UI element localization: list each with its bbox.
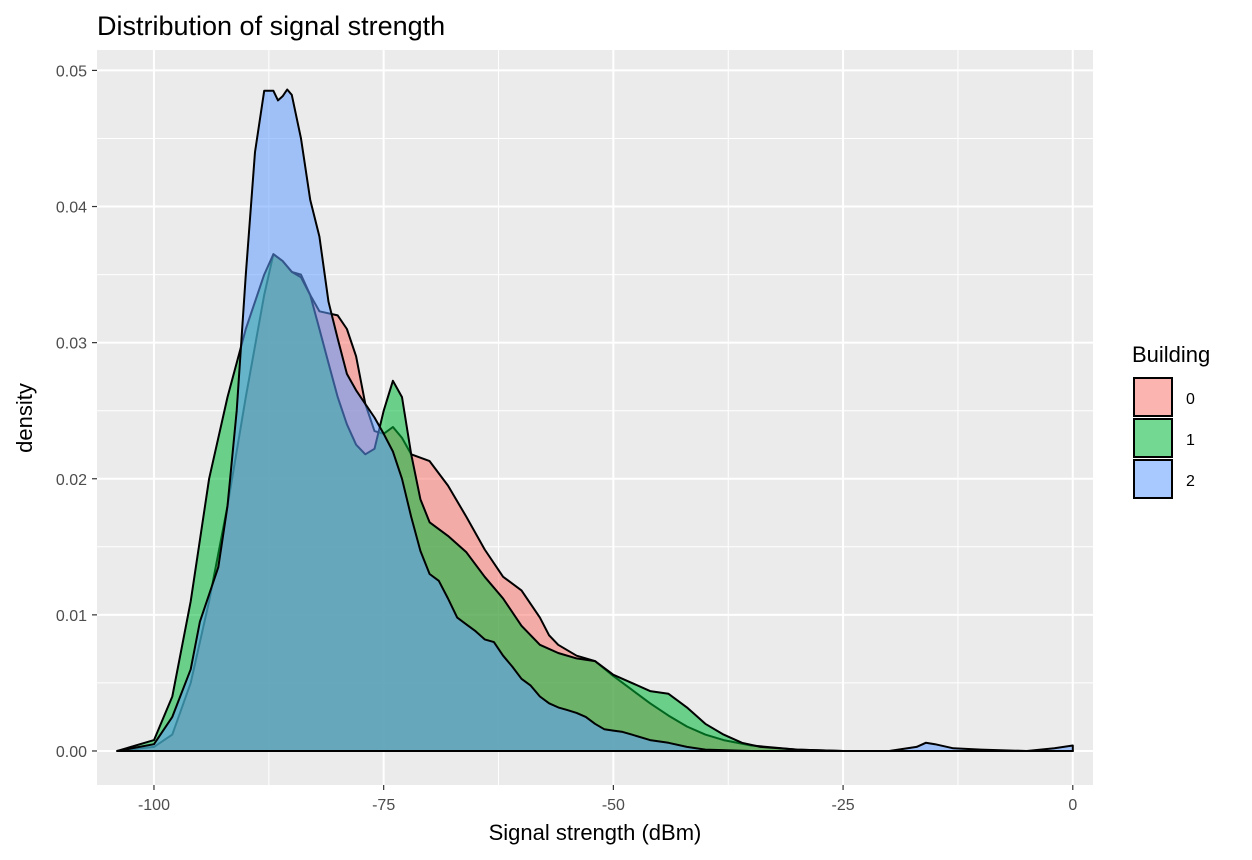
y-tick-label: 0.03 <box>56 336 87 353</box>
chart-title: Distribution of signal strength <box>97 11 445 41</box>
y-tick-label: 0.05 <box>56 63 87 80</box>
legend-title: Building <box>1132 342 1210 367</box>
legend-key-building-1 <box>1133 418 1173 458</box>
x-tick-label: 0 <box>1068 797 1077 814</box>
y-axis: 0.00 0.01 0.02 0.03 0.04 0.05 <box>56 63 97 761</box>
y-tick-label: 0.02 <box>56 472 87 489</box>
legend-label-building-1: 1 <box>1186 432 1195 449</box>
density-area-building-2 <box>116 88 1074 752</box>
x-axis-title: Signal strength (dBm) <box>489 820 702 845</box>
y-axis-title: density <box>12 383 37 453</box>
legend: Building 0 1 2 <box>1132 342 1210 499</box>
legend-key-building-0 <box>1133 377 1173 417</box>
legend-label-building-2: 2 <box>1186 473 1195 490</box>
x-tick-label: -75 <box>372 797 395 814</box>
legend-key-building-2 <box>1133 459 1173 499</box>
legend-label-building-0: 0 <box>1186 391 1195 408</box>
y-tick-label: 0.01 <box>56 608 87 625</box>
y-tick-label: 0.00 <box>56 744 87 761</box>
x-tick-label: -50 <box>602 797 625 814</box>
x-tick-label: -25 <box>832 797 855 814</box>
y-tick-label: 0.04 <box>56 200 87 217</box>
x-tick-label: -100 <box>138 797 170 814</box>
x-axis: -100 -75 -50 -25 0 <box>138 785 1077 814</box>
density-areas <box>116 88 1074 752</box>
